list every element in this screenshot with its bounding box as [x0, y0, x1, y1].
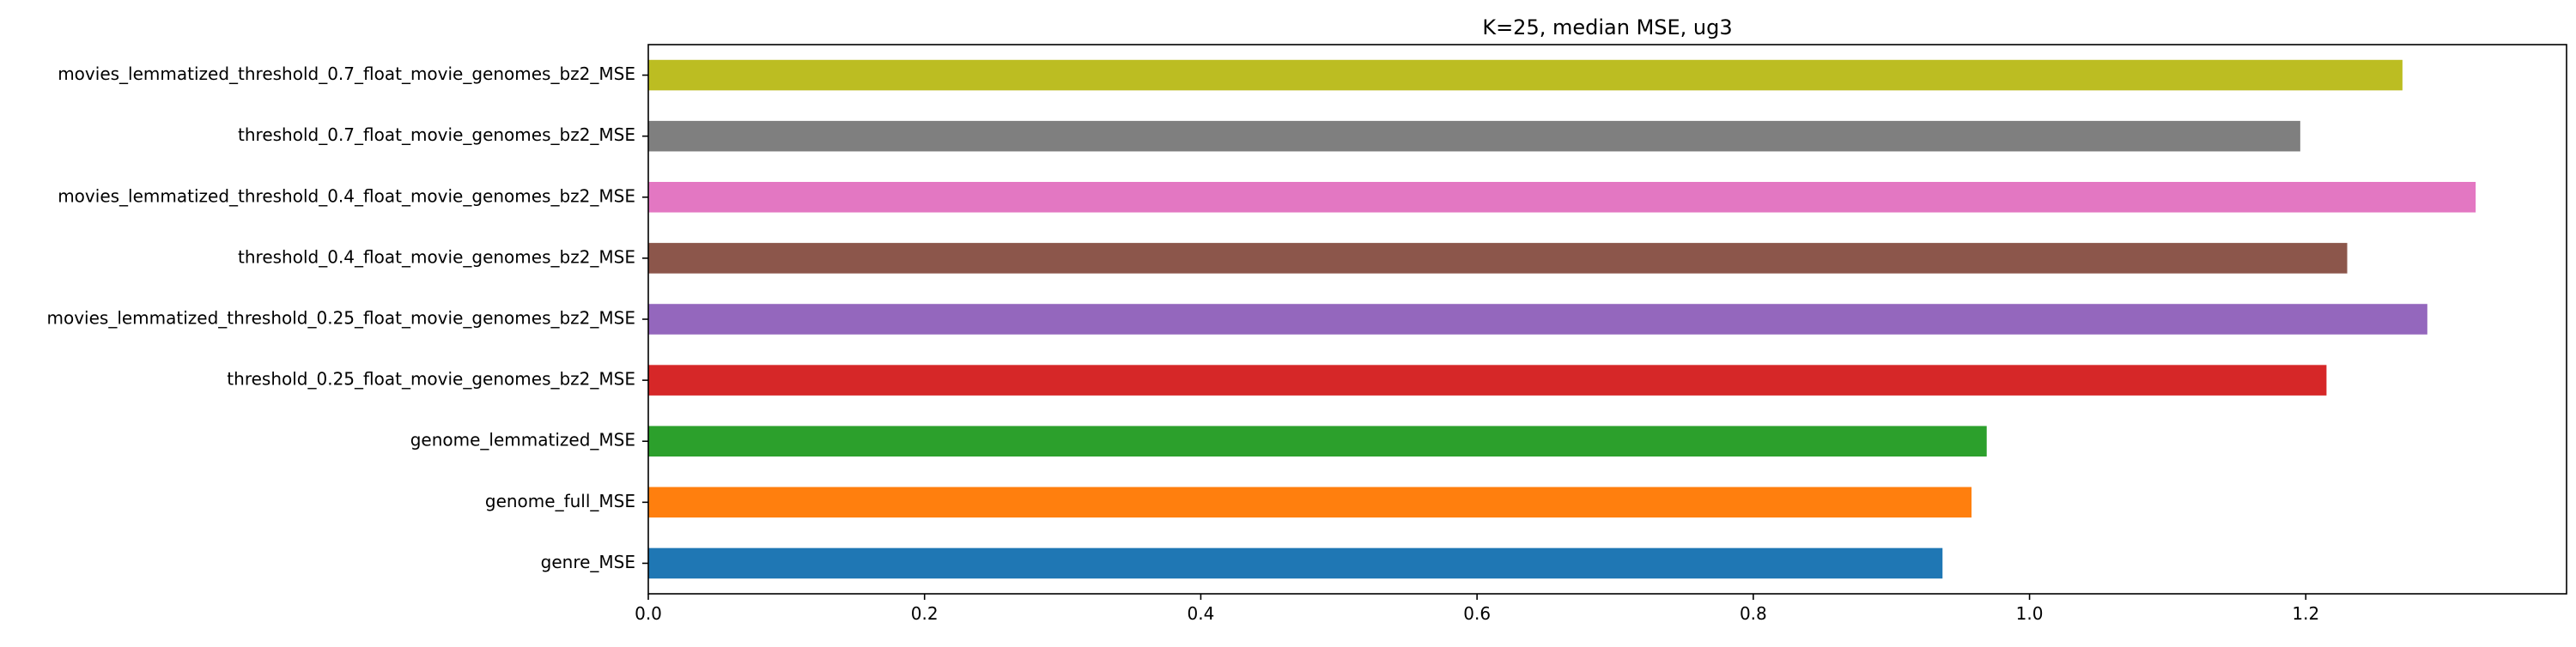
y-tick-label-6: threshold_0.4_float_movie_genomes_bz2_MS… — [238, 246, 635, 267]
y-tick-label-8: threshold_0.7_float_movie_genomes_bz2_MS… — [238, 124, 635, 145]
chart-title: K=25, median MSE, ug3 — [1482, 15, 1732, 39]
bar-6 — [648, 243, 2348, 274]
y-tick-label-9: movies_lemmatized_threshold_0.7_float_mo… — [58, 63, 635, 84]
bar-7 — [648, 182, 2476, 213]
bar-2 — [648, 487, 1972, 518]
y-tick-label-7: movies_lemmatized_threshold_0.4_float_mo… — [58, 185, 635, 206]
x-tick-label-6: 1.0 — [2016, 603, 2044, 624]
x-tick-label-3: 0.4 — [1188, 603, 1215, 624]
plot-frame — [647, 44, 2567, 595]
bar-4 — [648, 365, 2327, 396]
y-tick-label-3: genome_lemmatized_MSE — [410, 430, 635, 450]
x-tick-label-4: 0.6 — [1463, 603, 1491, 624]
y-tick-label-4: threshold_0.25_float_movie_genomes_bz2_M… — [227, 369, 635, 390]
bar-9 — [648, 59, 2403, 91]
x-tick-label-5: 0.8 — [1740, 603, 1767, 624]
y-tick-label-5: movies_lemmatized_threshold_0.25_float_m… — [46, 308, 635, 329]
bars-layer — [648, 59, 2476, 579]
bar-1 — [648, 547, 1943, 579]
bar-3 — [648, 426, 1987, 457]
y-tick-label-1: genre_MSE — [541, 552, 635, 572]
x-axis: 0.0 0.2 0.4 0.6 0.8 1.0 1.2 — [635, 594, 2319, 624]
x-tick-label-1: 0.0 — [635, 603, 662, 624]
bar-5 — [648, 304, 2427, 335]
y-tick-label-2: genome_full_MSE — [485, 491, 635, 511]
x-tick-label-2: 0.2 — [911, 603, 939, 624]
y-axis-labels: genre_MSE genome_full_MSE genome_lemmatize… — [46, 63, 648, 572]
x-tick-label-7: 1.2 — [2292, 603, 2319, 624]
bar-8 — [648, 120, 2300, 152]
